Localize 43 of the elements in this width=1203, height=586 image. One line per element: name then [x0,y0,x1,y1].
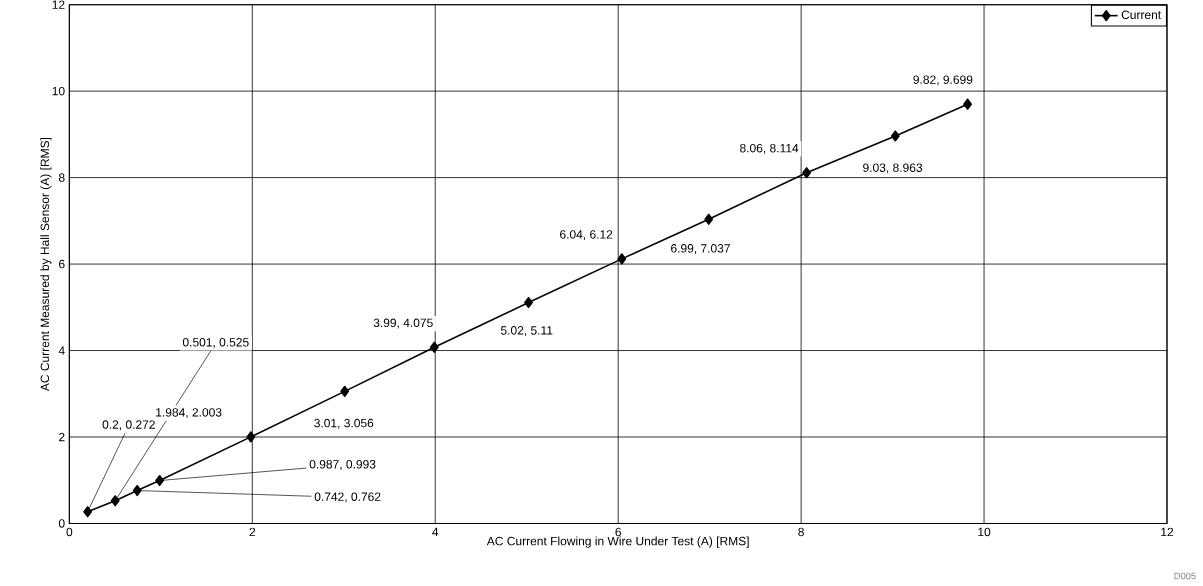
point [704,213,714,225]
annotation: 1.984, 2.003 [156,408,222,418]
x-tick-label: 6 [615,527,621,537]
annotation: 0.2, 0.272 [102,420,155,431]
y-tick-label: 0 [58,519,65,528]
x-tick-label: 10 [978,527,991,537]
x-tick-label: 0 [66,527,73,537]
point [429,341,439,353]
y-tick-label: 12 [52,0,65,9]
annotation: 5.02, 5.11 [500,326,553,336]
point [617,253,627,265]
x-tick-label: 12 [1161,527,1174,537]
y-tick-label: 2 [59,432,65,442]
y-tick-label: 10 [52,86,65,96]
point [246,431,256,443]
x-tick-label: 8 [798,527,804,537]
x-tick-label: 4 [432,527,439,536]
y-tick-label: 8 [58,173,65,182]
point [83,506,93,518]
annotation: 9.82, 9.699 [913,75,973,86]
point [155,474,165,487]
point [890,130,900,142]
point [110,495,120,507]
text: D005 [1174,572,1196,580]
annotation: 3.01, 3.056 [314,418,374,429]
y-tick-label: 6 [59,259,65,269]
x-axis-title: AC Current Flowing in Wire Under Test (A) [RMS] [486,536,749,548]
x-tick-label: 2 [249,527,256,537]
point [963,98,972,110]
annotation: 0.742, 0.762 [314,492,381,503]
annotation: 0.501, 0.525 [182,337,249,348]
annotation: 3.99, 4.075 [373,318,433,329]
annotation: 6.04, 6.12 [560,230,613,240]
legend-label: Current [1121,10,1162,19]
point [802,166,812,179]
y-tick-label: 4 [58,346,65,355]
point [132,484,142,497]
annotation: 6.99, 7.037 [671,244,730,254]
annotation: 0.987, 0.993 [309,459,376,470]
point [340,385,350,397]
annotation: 8.06, 8.114 [740,143,799,154]
annotation: 9.03, 8.963 [863,163,923,174]
y-axis-title: AC Current Measured by Hall Sensor (A) [RMS] [40,137,52,392]
